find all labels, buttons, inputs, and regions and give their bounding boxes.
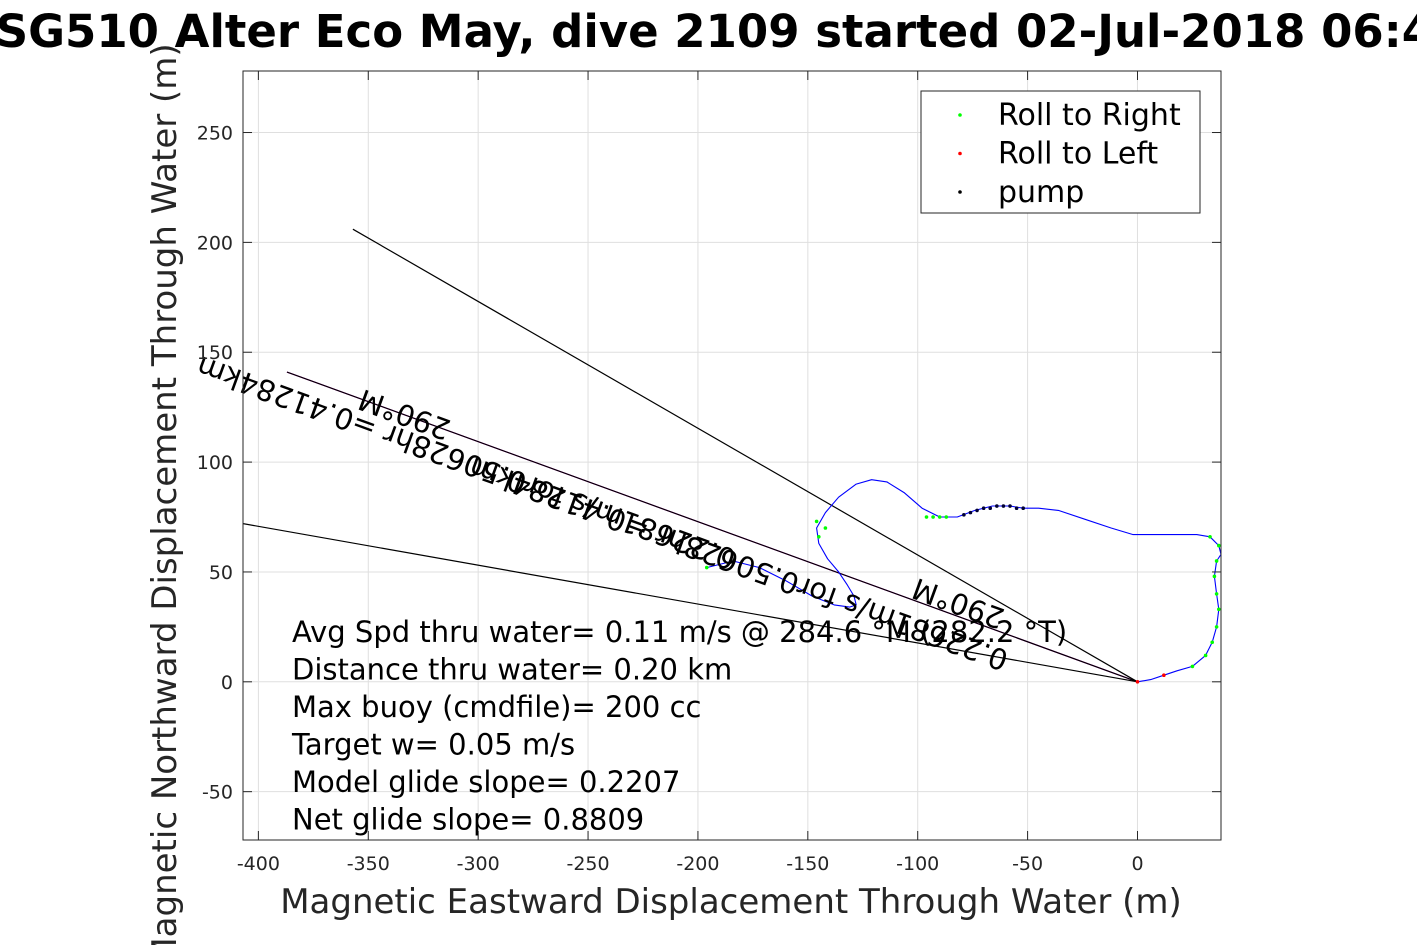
y-tick-label: 50	[209, 562, 233, 584]
annotation-line: Model glide slope= 0.2207	[292, 765, 680, 799]
legend-marker	[958, 151, 962, 156]
axes-frame	[242, 70, 1222, 841]
roll-right-point	[704, 565, 709, 570]
roll-right-point	[944, 515, 949, 519]
heading-line-lower	[243, 523, 1138, 683]
roll-left-point	[1162, 673, 1166, 678]
y-axis-label: Magnetic Northward Displacement Through …	[145, 43, 185, 945]
roll-right-point	[1214, 592, 1219, 596]
x-tick-label: -100	[896, 853, 939, 875]
heading-line-center	[286, 371, 1138, 683]
roll-right-point	[931, 515, 935, 519]
roll-right-point	[1217, 543, 1221, 548]
roll-right-point	[1214, 559, 1219, 563]
x-axis-label: Magnetic Eastward Displacement Through W…	[280, 882, 1182, 922]
pump-point	[988, 506, 993, 511]
roll-right-point	[1190, 664, 1195, 669]
x-tick-label: -350	[347, 853, 390, 875]
glider-track	[706, 479, 1221, 683]
x-tick-label: -50	[1012, 853, 1043, 875]
roll-right-point	[1210, 640, 1215, 645]
pump-point	[968, 510, 973, 515]
y-tick-label: 0	[221, 672, 233, 694]
roll-right-point	[1208, 534, 1212, 539]
x-tick-label: -400	[237, 853, 280, 875]
annotation-line: Max buoy (cmdfile)= 200 cc	[292, 690, 701, 724]
roll-right-point	[1217, 607, 1221, 612]
annotation-line: Avg Spd thru water= 0.11 m/s @ 284.6 °M …	[292, 615, 1067, 649]
legend-marker	[958, 113, 962, 117]
legend-marker	[958, 190, 962, 194]
y-tick-label: 250	[197, 123, 233, 145]
roll-right-point	[1203, 653, 1208, 658]
chart-title: SG510 Alter Eco May, dive 2109 started 0…	[0, 5, 1417, 58]
roll-right-point	[924, 515, 929, 519]
pump-point	[995, 504, 999, 508]
legend-entry: Roll to Left	[998, 137, 1158, 172]
legend-entry: Roll to Right	[998, 98, 1181, 133]
roll-right-point	[1214, 625, 1219, 629]
roll-right-point	[814, 519, 819, 524]
pump-point	[1008, 504, 1012, 508]
annotation-line: Net glide slope= 0.8809	[292, 803, 644, 837]
roll-left-point	[1135, 680, 1140, 684]
roll-right-point	[823, 526, 828, 530]
roll-right-point	[937, 515, 942, 519]
heading-line-upper	[352, 228, 1138, 683]
x-tick-label: -300	[457, 853, 500, 875]
roll-right-point	[817, 534, 821, 539]
pump-point	[1021, 506, 1026, 511]
y-tick-label: 200	[197, 232, 233, 254]
x-tick-label: -200	[676, 853, 719, 875]
x-tick-label: -150	[786, 853, 829, 875]
legend-entry: pump	[998, 175, 1084, 210]
legend-box	[920, 90, 1201, 214]
x-tick-label: -250	[566, 853, 609, 875]
y-tick-label: -50	[202, 782, 233, 804]
pump-point	[962, 513, 966, 517]
pump-point	[1001, 504, 1006, 508]
annotation-line: Target w= 0.05 m/s	[291, 728, 575, 762]
roll-right-point	[1212, 574, 1217, 579]
pump-point	[975, 508, 979, 513]
pump-point	[1014, 506, 1019, 511]
y-tick-label: 100	[197, 452, 233, 474]
y-tick-label: 150	[197, 342, 233, 364]
annotation-line: Distance thru water= 0.20 km	[292, 653, 732, 687]
x-tick-label: 0	[1131, 853, 1143, 875]
pump-point	[981, 506, 986, 511]
